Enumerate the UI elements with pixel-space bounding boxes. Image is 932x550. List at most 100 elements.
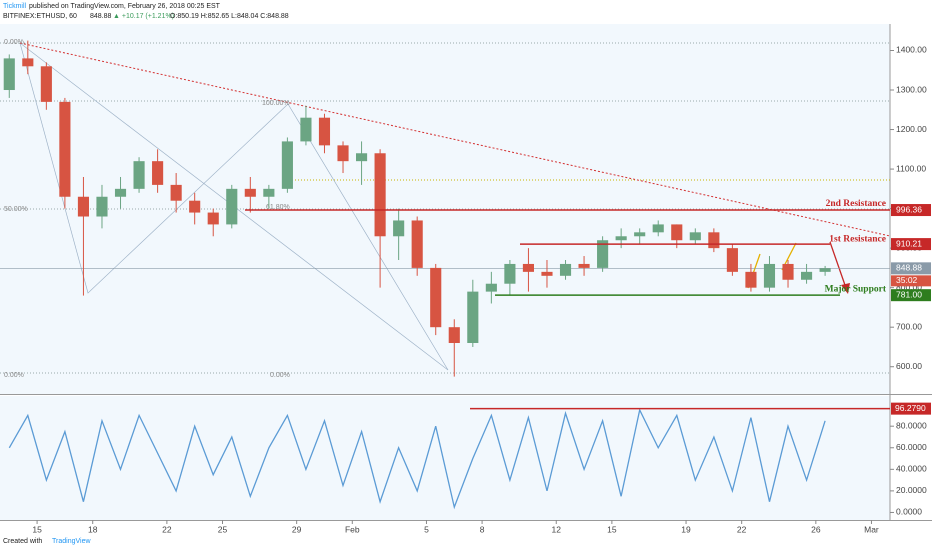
candle-body <box>615 236 627 241</box>
x-tick-label: 19 <box>681 524 691 534</box>
x-tick-label: 15 <box>32 524 42 534</box>
published: published on TradingView.com, February 2… <box>29 3 221 10</box>
x-tick-label: 8 <box>480 524 485 534</box>
level-tag <box>891 204 931 217</box>
y-tick-label: 40.0000 <box>896 464 927 474</box>
candle-body <box>782 263 794 280</box>
last-price-label: 848.88 <box>896 263 922 273</box>
level-tag-label: 996.36 <box>896 204 922 214</box>
candle-body <box>77 196 89 217</box>
level-name: 1st Resistance <box>829 234 886 244</box>
candle-body <box>689 232 701 241</box>
candle-body <box>819 268 831 272</box>
x-tick-label: 18 <box>88 524 98 534</box>
candle-body <box>597 240 609 268</box>
arrow-head <box>841 283 850 294</box>
candle-body <box>226 188 238 225</box>
candle-body <box>504 263 516 284</box>
fib-label: 0.00% <box>4 372 24 379</box>
y-tick-label: 1400.00 <box>896 45 927 55</box>
candle-body <box>745 271 757 288</box>
oscillator-line <box>8 408 826 510</box>
fib-label: 0.00% <box>4 39 24 46</box>
candle-body <box>59 101 71 197</box>
footer-created: Created with <box>3 538 42 545</box>
x-tick-label: 22 <box>162 524 172 534</box>
level-tag <box>891 289 931 302</box>
candle-body <box>763 263 776 288</box>
pattern-line <box>19 42 449 371</box>
level-tag-label: 781.00 <box>896 289 922 299</box>
level-tag <box>891 238 931 251</box>
candle-body <box>300 117 312 142</box>
countdown-label: 35:02 <box>896 275 918 285</box>
footer-brand: TradingView <box>52 538 91 545</box>
candle-body <box>281 141 293 189</box>
candle-body <box>114 188 127 197</box>
trend-line <box>19 42 891 237</box>
y-tick-label: 80.0000 <box>896 420 927 430</box>
symbol: BITFINEX:ETHUSD, 60 <box>3 13 77 20</box>
x-tick-label: 5 <box>424 524 429 534</box>
candle-body <box>244 188 256 197</box>
candle-body <box>634 232 646 237</box>
candle-body <box>726 248 738 272</box>
y-tick-label: 700.00 <box>896 321 922 331</box>
candle-body <box>708 232 720 249</box>
candle-body <box>152 161 164 185</box>
level-name: Major Support <box>825 284 887 294</box>
oscillator-level-label: 96.2790 <box>895 403 926 413</box>
x-tick-label: 22 <box>737 524 747 534</box>
last-price-tag <box>891 262 931 275</box>
fib-label: 0.00% <box>270 372 290 379</box>
candle-body <box>485 283 497 292</box>
oscillator-pane <box>0 396 890 520</box>
x-tick-label: 12 <box>552 524 562 534</box>
y-tick-label: 60.0000 <box>896 442 927 452</box>
last: 848.88 <box>90 13 112 20</box>
y-tick-label: 0.0000 <box>896 507 922 517</box>
candle-body <box>430 267 442 328</box>
countdown-tag <box>891 275 931 287</box>
candle-body <box>393 220 405 237</box>
candle-body <box>801 271 813 280</box>
candle-body <box>559 263 572 276</box>
candle-body <box>189 200 201 213</box>
candle-body <box>133 161 145 189</box>
y-tick-label: 600.00 <box>896 361 922 371</box>
candle-body <box>671 224 683 241</box>
candle-body <box>541 271 553 276</box>
oscillator-level-tag <box>891 402 931 415</box>
level-name: 2nd Resistance <box>826 199 886 209</box>
level-tag-label: 910.21 <box>896 238 922 248</box>
arrow <box>829 241 847 289</box>
candle-body <box>467 291 479 344</box>
candle-body <box>448 327 460 344</box>
fib-label: 61.80% <box>266 204 290 211</box>
y-tick-label: 800.00 <box>896 282 922 292</box>
candle-body <box>3 58 15 91</box>
candle-body <box>263 188 275 197</box>
candle-body <box>522 263 534 272</box>
change: ▲ +10.17 (+1.21%) <box>113 13 174 20</box>
candle-body <box>318 117 331 146</box>
y-tick-label: 1300.00 <box>896 84 927 94</box>
fib-label: 100.00% <box>262 100 290 107</box>
candle-body <box>356 153 368 162</box>
ohlc: O:850.19 H:852.65 L:848.04 C:848.88 <box>170 13 289 20</box>
x-tick-label: 26 <box>811 524 821 534</box>
candle-body <box>170 184 182 201</box>
candle-body <box>374 153 386 237</box>
x-tick-label: Feb <box>345 524 360 534</box>
x-tick-label: 15 <box>607 524 617 534</box>
x-tick-label: 25 <box>218 524 228 534</box>
x-tick-label: Mar <box>864 524 879 534</box>
fib-label: 50.00% <box>4 206 28 213</box>
candle-body <box>40 66 52 102</box>
x-tick-label: 29 <box>292 524 302 534</box>
candle-body <box>207 212 219 225</box>
y-tick-label: 1200.00 <box>896 124 927 134</box>
candle-body <box>411 220 423 268</box>
